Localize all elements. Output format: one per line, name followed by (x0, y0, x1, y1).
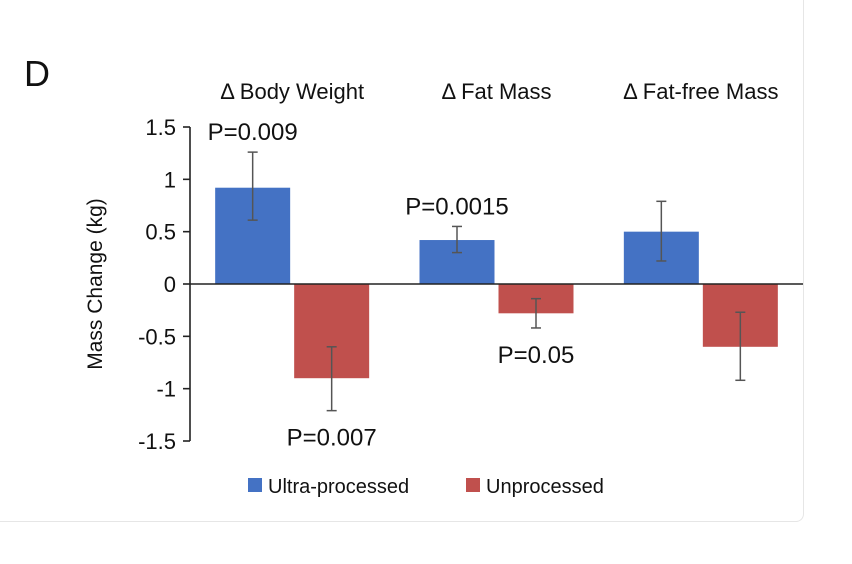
y-tick-label: 0 (164, 272, 176, 297)
y-axis-label: Mass Change (kg) (84, 198, 107, 370)
y-tick-label: 0.5 (145, 220, 176, 245)
p-value-label: P=0.0015 (405, 193, 508, 220)
y-axis-ticks: 1.5 1 0.5 0 -0.5 -1 -1.5 (138, 115, 190, 454)
p-value-label: P=0.05 (498, 342, 575, 369)
category-label: Δ Fat Mass (441, 79, 551, 104)
error-bars (247, 151, 746, 412)
y-tick-label: -1 (156, 377, 176, 402)
legend-swatch (466, 478, 480, 492)
y-axis-label-group: Mass Change (kg) (84, 198, 107, 370)
legend-label: Unprocessed (486, 476, 604, 498)
y-tick-label: 1 (164, 167, 176, 192)
category-labels: Δ Body Weight Δ Fat Mass Δ Fat-free Mass (220, 79, 778, 104)
p-value-label: P=0.009 (208, 119, 298, 146)
legend-swatch (248, 478, 262, 492)
y-tick-label: -0.5 (138, 324, 176, 349)
panel-label: D (24, 53, 50, 94)
legend-label: Ultra-processed (268, 476, 409, 498)
y-tick-label: 1.5 (145, 115, 176, 140)
legend: Ultra-processed Unprocessed (248, 476, 604, 498)
category-label: Δ Body Weight (220, 79, 364, 104)
p-value-label: P=0.007 (287, 425, 377, 452)
y-tick-label: -1.5 (138, 429, 176, 454)
p-value-annotations: P=0.009 P=0.007 P=0.0015 P=0.05 (208, 119, 575, 452)
category-label: Δ Fat-free Mass (623, 79, 778, 104)
